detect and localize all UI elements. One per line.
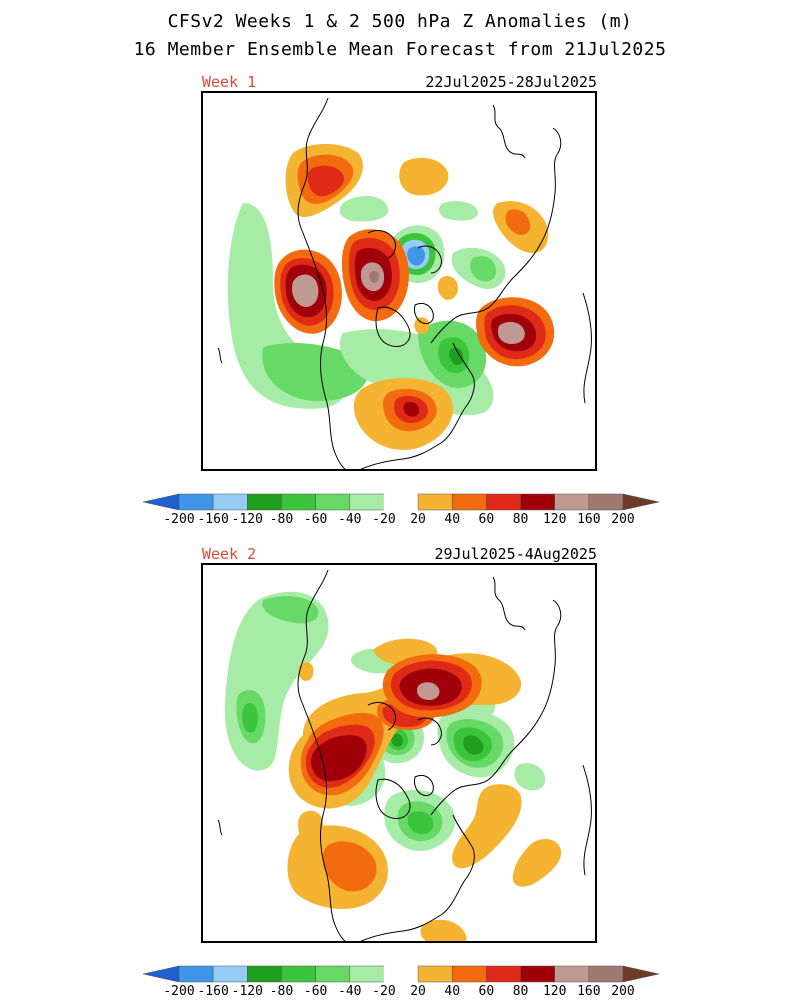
week1-colorbar-labels: -200 -160 -120 -80 -60 -40 -20 20 40 60 80 120 160 20… xyxy=(143,512,659,528)
colorbar-tick-label: -80 xyxy=(269,984,294,999)
week1-coastlines xyxy=(217,97,592,469)
colorbar-tick-label: -40 xyxy=(338,512,362,527)
colorbar-swatch xyxy=(451,493,487,511)
colorbar-swatch xyxy=(520,493,555,511)
colorbar-tick-label: 80 xyxy=(512,984,529,999)
figure-title: CFSv2 Weeks 1 & 2 500 hPa Z Anomalies (m… xyxy=(167,11,633,32)
colorbar-tick-label: 160 xyxy=(577,984,601,999)
colorbar-tick-label: -120 xyxy=(231,984,263,999)
colorbar-tick-label: 60 xyxy=(478,512,495,527)
colorbar-tick-label: -40 xyxy=(338,984,362,999)
colorbar-tick-label: -20 xyxy=(372,984,396,999)
colorbar-swatch xyxy=(349,493,385,511)
week2-colorbar xyxy=(143,965,659,983)
colorbar-tick-label: -60 xyxy=(303,984,328,999)
colorbar-swatch xyxy=(349,965,385,983)
colorbar-tick-label: 80 xyxy=(512,512,529,527)
colorbar-swatch xyxy=(622,965,659,983)
colorbar-tick-label: -120 xyxy=(231,512,263,527)
colorbar-tick-label: -200 xyxy=(163,984,195,999)
colorbar-swatch xyxy=(417,493,453,511)
colorbar-tick-label: 40 xyxy=(444,984,461,999)
colorbar-tick-label: 160 xyxy=(577,512,601,527)
colorbar-swatch xyxy=(143,965,180,983)
week2-colorbar-labels: -200 -160 -120 -80 -60 -40 -20 20 40 60 80 120 160 20… xyxy=(143,984,659,1000)
colorbar-swatch xyxy=(281,965,316,983)
week1-dates: 22Jul2025-28Jul2025 xyxy=(425,73,597,91)
colorbar-swatch xyxy=(588,965,624,983)
colorbar-swatch xyxy=(178,965,214,983)
colorbar-tick-label: 60 xyxy=(478,984,495,999)
colorbar-swatch xyxy=(383,493,419,511)
week1-colorbar xyxy=(143,493,659,511)
week2-coastlines xyxy=(217,569,592,941)
colorbar-swatch xyxy=(178,493,214,511)
colorbar-tick-label: 200 xyxy=(611,512,635,527)
colorbar-swatch xyxy=(383,965,419,983)
colorbar-tick-label: -60 xyxy=(303,512,328,527)
figure-subtitle: 16 Member Ensemble Mean Forecast from 21… xyxy=(133,39,667,60)
colorbar-swatch xyxy=(143,493,180,511)
colorbar-tick-label: 200 xyxy=(611,984,635,999)
week1-label: Week 1 xyxy=(202,73,257,91)
week1-map xyxy=(201,91,597,471)
colorbar-swatch xyxy=(451,965,487,983)
colorbar-swatch xyxy=(554,965,590,983)
colorbar-tick-label: -200 xyxy=(163,512,195,527)
colorbar-swatch xyxy=(212,965,248,983)
week2-map-svg xyxy=(217,569,592,941)
colorbar-swatch xyxy=(554,493,590,511)
colorbar-swatch xyxy=(486,493,521,511)
colorbar-swatch xyxy=(417,965,453,983)
colorbar-swatch xyxy=(281,493,316,511)
colorbar-tick-label: 120 xyxy=(542,512,567,527)
colorbar-swatch xyxy=(588,493,624,511)
colorbar-swatch xyxy=(520,965,555,983)
week2-anomaly-fill xyxy=(224,591,562,941)
week2-label: Week 2 xyxy=(202,545,257,563)
colorbar-swatch xyxy=(212,493,248,511)
colorbar-swatch xyxy=(315,965,351,983)
colorbar-tick-label: 40 xyxy=(444,512,461,527)
week1-anomaly-fill xyxy=(227,144,555,451)
colorbar-tick-label: 120 xyxy=(542,984,567,999)
colorbar-tick-label: 20 xyxy=(410,984,426,999)
colorbar-swatch xyxy=(247,493,282,511)
colorbar-swatch xyxy=(247,965,282,983)
colorbar-swatch xyxy=(622,493,659,511)
colorbar-tick-label: -160 xyxy=(197,984,229,999)
week2-dates: 29Jul2025-4Aug2025 xyxy=(434,545,597,563)
colorbar-swatch xyxy=(486,965,521,983)
colorbar-tick-label: -160 xyxy=(197,512,229,527)
colorbar-tick-label: -80 xyxy=(269,512,294,527)
colorbar-tick-label: -20 xyxy=(372,512,396,527)
colorbar-tick-label: 20 xyxy=(410,512,426,527)
week1-map-svg xyxy=(217,97,592,469)
colorbar-swatch xyxy=(315,493,351,511)
week2-map xyxy=(201,563,597,943)
